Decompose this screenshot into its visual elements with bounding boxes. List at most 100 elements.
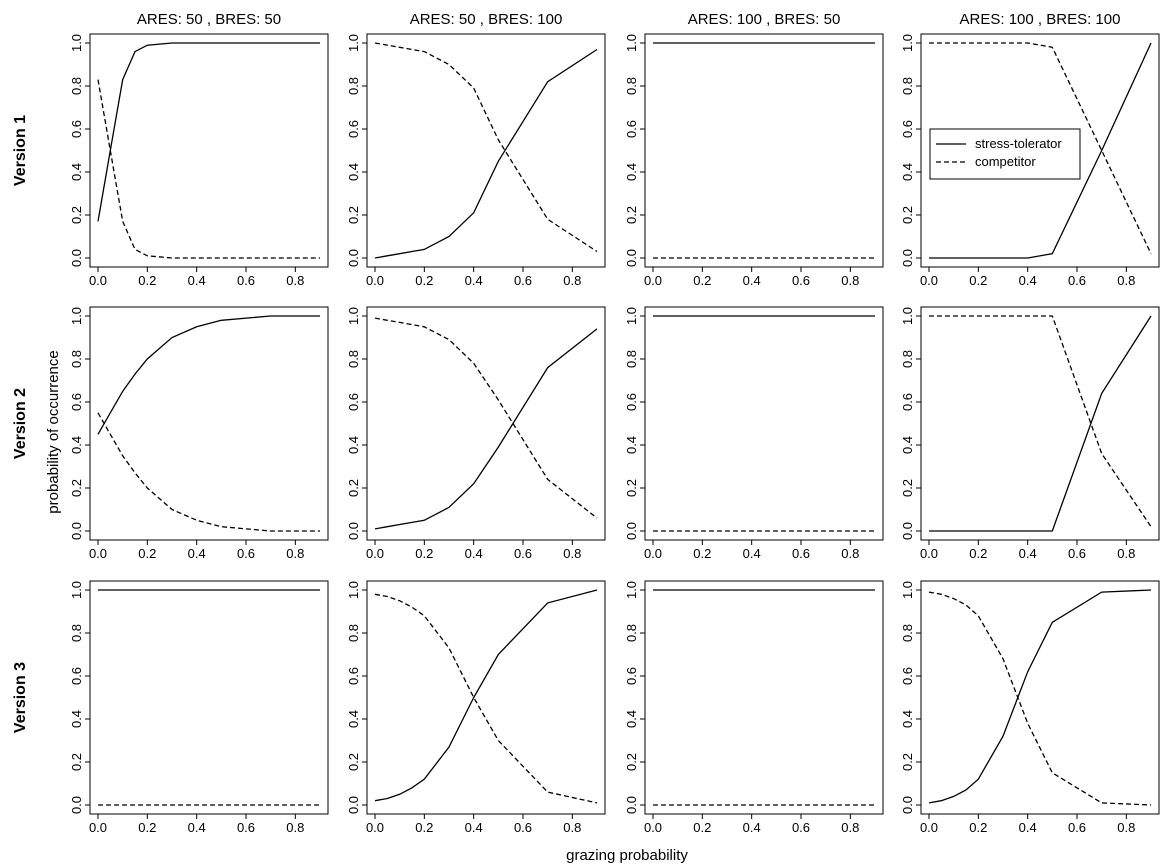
y-tick-label: 1.0 [624, 581, 639, 599]
x-tick-label: 0.2 [693, 546, 711, 561]
y-tick-label: 0.6 [900, 393, 915, 411]
x-tick-label: 0.8 [1117, 546, 1135, 561]
x-tick-label: 0.8 [841, 273, 859, 288]
y-tick-label: 0.6 [346, 120, 361, 138]
legend-label: competitor [975, 154, 1036, 169]
y-tick-label: 0.6 [900, 667, 915, 685]
x-tick-label: 0.8 [563, 820, 581, 835]
x-tick-label: 0.2 [138, 820, 156, 835]
y-tick-label: 0.4 [624, 163, 639, 181]
x-tick-label: 0.2 [415, 273, 433, 288]
x-tick-label: 0.8 [563, 546, 581, 561]
y-tick-label: 0.8 [624, 350, 639, 368]
panel-frame [89, 33, 329, 268]
x-tick-label: 0.4 [465, 273, 483, 288]
x-tick-label: 0.2 [693, 820, 711, 835]
x-tick-label: 0.0 [89, 273, 107, 288]
x-tick-label: 0.8 [841, 820, 859, 835]
series-line-stress-tolerator [929, 42, 1152, 259]
y-tick-label: 0.2 [624, 479, 639, 497]
y-tick-label: 0.0 [624, 249, 639, 267]
y-tick-label: 0.6 [624, 667, 639, 685]
panel: 0.0 0.2 0.4 0.6 0.8 0.0 0.2 0.4 0.6 0.8 1.0 [346, 33, 606, 288]
x-tick-label: 0.8 [563, 273, 581, 288]
y-tick-label: 0.2 [346, 479, 361, 497]
y-tick-label: 0.2 [346, 753, 361, 771]
panel-frame [920, 306, 1160, 541]
y-tick-label: 0.8 [69, 77, 84, 95]
y-tick-label: 0.4 [346, 710, 361, 728]
series-line-stress-tolerator [97, 315, 320, 435]
y-tick-label: 0.4 [624, 436, 639, 454]
y-tick-label: 1.0 [346, 581, 361, 599]
x-tick-label: 0.2 [969, 546, 987, 561]
column-title: ARES: 100 , BRES: 50 [688, 11, 841, 28]
x-tick-label: 0.8 [1117, 820, 1135, 835]
y-tick-label: 0.0 [346, 249, 361, 267]
y-tick-label: 0.4 [346, 163, 361, 181]
x-tick-label: 0.0 [920, 820, 938, 835]
x-tick-label: 0.6 [1068, 546, 1086, 561]
y-tick-label: 1.0 [624, 307, 639, 325]
y-tick-label: 1.0 [900, 581, 915, 599]
series-line-stress-tolerator [97, 42, 320, 222]
panel-frame [366, 306, 606, 541]
x-tick-label: 0.2 [138, 273, 156, 288]
panel: 0.0 0.2 0.4 0.6 0.8 0.0 0.2 0.4 0.6 0.8 1.0 [69, 306, 329, 561]
x-tick-label: 0.4 [743, 820, 761, 835]
y-tick-label: 0.0 [900, 796, 915, 814]
x-tick-label: 0.4 [465, 820, 483, 835]
y-tick-label: 0.2 [624, 206, 639, 224]
legend: stress-tolerator competitor [929, 128, 1081, 180]
y-tick-label: 0.4 [346, 436, 361, 454]
y-tick-label: 1.0 [69, 34, 84, 52]
series-line-competitor [374, 593, 598, 804]
x-tick-label: 0.4 [188, 273, 206, 288]
panel-frame [644, 580, 884, 815]
x-tick-label: 0.8 [1117, 273, 1135, 288]
panel-frame [644, 306, 884, 541]
legend-label: stress-tolerator [975, 136, 1062, 151]
x-tick-label: 0.4 [1019, 546, 1037, 561]
y-tick-label: 1.0 [624, 34, 639, 52]
y-tick-label: 0.0 [69, 796, 84, 814]
panel: 0.0 0.2 0.4 0.6 0.8 0.0 0.2 0.4 0.6 0.8 1.0 [624, 33, 884, 288]
x-tick-label: 0.4 [1019, 273, 1037, 288]
panel: 0.0 0.2 0.4 0.6 0.8 0.0 0.2 0.4 0.6 0.8 1.0 [624, 580, 884, 835]
y-tick-label: 0.0 [69, 249, 84, 267]
x-tick-label: 0.0 [366, 273, 384, 288]
y-tick-label: 1.0 [69, 581, 84, 599]
x-tick-label: 0.2 [969, 820, 987, 835]
y-tick-label: 1.0 [900, 34, 915, 52]
y-tick-label: 0.2 [69, 479, 84, 497]
y-tick-label: 0.2 [346, 206, 361, 224]
y-tick-label: 0.6 [69, 667, 84, 685]
y-tick-label: 0.4 [900, 436, 915, 454]
y-tick-label: 0.8 [346, 77, 361, 95]
series-line-stress-tolerator [928, 589, 1152, 804]
column-title: ARES: 100 , BRES: 100 [960, 11, 1121, 28]
x-tick-label: 0.8 [841, 546, 859, 561]
x-tick-label: 0.0 [366, 546, 384, 561]
x-tick-label: 0.4 [743, 273, 761, 288]
y-tick-label: 0.0 [624, 522, 639, 540]
y-tick-label: 0.4 [69, 436, 84, 454]
y-tick-label: 0.4 [900, 163, 915, 181]
panel: 0.0 0.2 0.4 0.6 0.8 0.0 0.2 0.4 0.6 0.8 1.0 [69, 33, 329, 288]
x-tick-label: 0.0 [920, 273, 938, 288]
y-tick-label: 0.8 [346, 624, 361, 642]
panel-frame [644, 33, 884, 268]
x-tick-label: 0.0 [644, 820, 662, 835]
x-tick-label: 0.6 [237, 820, 255, 835]
series-line-competitor [374, 317, 598, 519]
panel-frame [920, 580, 1160, 815]
series-line-stress-tolerator [374, 328, 598, 530]
x-tick-label: 0.6 [514, 273, 532, 288]
series-line-competitor [928, 591, 1152, 806]
row-title: Version 1 [12, 115, 29, 186]
x-tick-label: 0.4 [188, 820, 206, 835]
x-tick-label: 0.8 [286, 273, 304, 288]
series-line-stress-tolerator [374, 48, 598, 259]
y-tick-label: 0.6 [624, 393, 639, 411]
